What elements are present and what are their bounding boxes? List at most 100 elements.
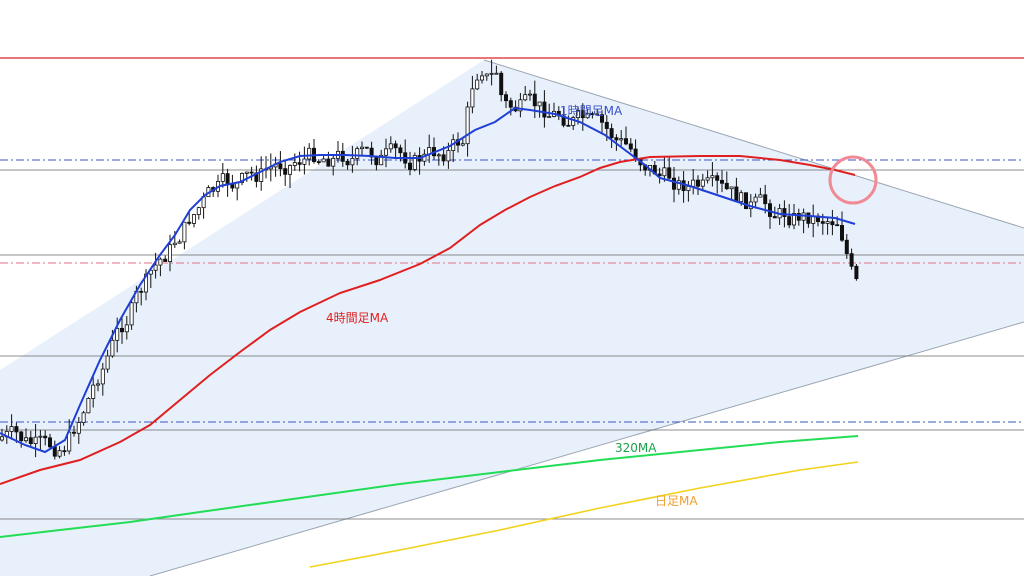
candle-body-122 [585, 113, 590, 119]
candle-body-153 [734, 186, 739, 202]
candle-body-154 [739, 192, 744, 202]
candle-body-85 [407, 162, 412, 170]
candle-body-121 [580, 110, 585, 119]
candle-body-142 [681, 180, 686, 192]
candle-body-34 [163, 258, 168, 262]
candle-body-20 [96, 383, 101, 386]
candle-body-61 [292, 162, 297, 166]
candle-body-123 [590, 113, 595, 115]
triangle-lower-edge [149, 321, 1024, 576]
candle-body-21 [100, 368, 105, 385]
candle-body-18 [86, 398, 91, 414]
candle-body-3 [14, 426, 19, 433]
label-ma-1h: 1時間足MA [560, 104, 623, 118]
candle-body-75 [359, 146, 364, 150]
candle-body-64 [307, 147, 312, 160]
candle-body-99 [475, 79, 480, 90]
candle-body-67 [321, 158, 326, 163]
candle-body-46 [220, 173, 225, 182]
candle-body-139 [667, 167, 672, 179]
candle-body-71 [340, 150, 345, 162]
candle-body-52 [249, 171, 254, 174]
candle-body-127 [609, 128, 614, 139]
label-ma-daily: 日足MA [655, 494, 698, 508]
candle-body-174 [835, 224, 840, 227]
candle-body-93 [446, 150, 451, 162]
candle-body-63 [302, 158, 307, 165]
candle-body-173 [830, 221, 835, 226]
candle-body-35 [167, 244, 172, 262]
candle-body-172 [825, 221, 830, 224]
candle-body-158 [758, 194, 763, 198]
candle-body-39 [187, 221, 192, 224]
candle-body-47 [225, 173, 230, 185]
candle-body-37 [177, 241, 182, 244]
candle-body-40 [191, 214, 196, 224]
candle-body-38 [182, 221, 187, 243]
candle-body-81 [388, 143, 393, 150]
candle-body-8 [38, 435, 43, 438]
candle-body-91 [436, 154, 441, 157]
candle-body-108 [518, 99, 523, 112]
candle-body-110 [528, 93, 533, 96]
candle-body-101 [484, 73, 489, 77]
candle-body-15 [72, 431, 77, 434]
candle-body-29 [139, 290, 144, 293]
candle-body-76 [364, 146, 369, 149]
candle-body-111 [532, 93, 537, 107]
candle-body-151 [724, 182, 729, 190]
candle-body-27 [129, 302, 134, 326]
candle-body-159 [763, 194, 768, 205]
candle-body-41 [196, 207, 201, 215]
candle-body-125 [600, 114, 605, 123]
candle-body-36 [172, 242, 177, 246]
candle-body-112 [537, 101, 542, 107]
candle-body-143 [686, 185, 691, 192]
candle-body-141 [676, 180, 681, 190]
candle-body-124 [595, 113, 600, 116]
candle-body-33 [158, 258, 163, 266]
candle-body-104 [499, 72, 504, 96]
candle-body-51 [244, 171, 249, 174]
candle-body-130 [624, 138, 629, 145]
candle-body-59 [283, 168, 288, 175]
candle-body-83 [398, 147, 403, 154]
candle-body-166 [796, 213, 801, 221]
candle-body-6 [28, 437, 33, 444]
candle-body-163 [782, 208, 787, 217]
candle-body-12 [57, 450, 62, 457]
highlight-circle [828, 155, 878, 205]
candle-body-98 [470, 88, 475, 108]
candle-body-147 [705, 177, 710, 181]
candle-body-19 [91, 384, 96, 399]
candle-body-68 [326, 158, 331, 167]
candle-body-148 [710, 175, 715, 179]
candle-body-144 [691, 179, 696, 187]
candle-body-23 [110, 339, 115, 357]
candle-body-92 [441, 154, 446, 162]
candle-body-149 [715, 175, 720, 181]
candle-body-7 [33, 436, 38, 444]
candle-body-11 [52, 446, 57, 457]
candle-body-113 [542, 101, 547, 118]
candle-body-13 [62, 450, 67, 453]
candle-body-17 [81, 412, 86, 423]
candle-body-60 [287, 165, 292, 175]
candle-body-80 [383, 148, 388, 156]
candle-body-161 [772, 216, 777, 219]
candle-body-177 [849, 253, 854, 267]
label-ma-4h: 4時間足MA [326, 311, 389, 325]
triangle-upper-edge [483, 59, 1024, 229]
candle-body-2 [9, 426, 14, 432]
candle-body-178 [854, 265, 859, 280]
candle-body-9 [43, 435, 48, 439]
candle-body-106 [508, 100, 513, 108]
candle-body-22 [105, 355, 110, 370]
candle-body-137 [657, 173, 662, 177]
candle-body-103 [494, 72, 499, 75]
candle-body-0 [0, 436, 4, 441]
daily-ma-line [309, 461, 859, 568]
candle-body-82 [393, 143, 398, 149]
candlestick-series [0, 59, 859, 460]
